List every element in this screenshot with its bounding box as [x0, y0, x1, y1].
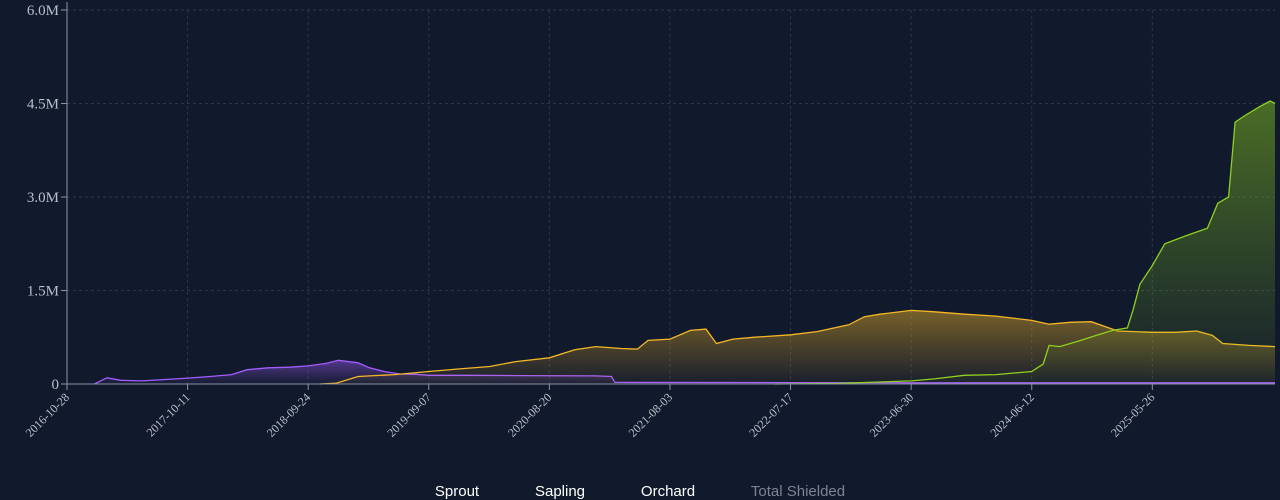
series-area-orchard: [774, 101, 1275, 384]
x-tick-label: 2016-10-28: [23, 390, 72, 439]
x-tick-label: 2024-06-12: [987, 390, 1036, 439]
y-tick-label: 6.0M: [27, 3, 59, 19]
legend-item-sprout[interactable]: Sprout: [434, 483, 480, 500]
x-tick-label: 2020-08-20: [505, 390, 554, 439]
y-tick-label: 4.5M: [27, 97, 59, 113]
legend-item-total-shielded[interactable]: Total Shielded: [750, 483, 846, 500]
x-tick-label: 2021-08-03: [626, 390, 675, 439]
x-tick-label: 2017-10-11: [144, 390, 193, 439]
chart-canvas: 0 1.5M 3.0M 4.5M 6.0M 2016-10-28 2017-10-11 201…: [23, 2, 1276, 440]
x-tick-label: 2023-06-30: [867, 390, 916, 439]
x-tick-label: 2022-07-17: [746, 390, 795, 439]
y-tick-label: 3.0M: [27, 190, 59, 206]
legend-item-sapling[interactable]: Sapling: [534, 483, 586, 500]
x-tick-label: 2025-05-26: [1108, 390, 1157, 439]
y-tick-label: 1.5M: [27, 284, 59, 300]
legend-item-orchard[interactable]: Orchard: [640, 483, 696, 500]
chart-legend: Sprout Sapling Orchard Total Shielded: [0, 480, 1280, 500]
series-line-orchard: [774, 100, 1276, 385]
y-tick-label: 0: [52, 377, 60, 393]
x-tick-label: 2019-09-07: [384, 390, 433, 439]
series-area-sapling: [320, 310, 1275, 384]
x-tick-label: 2018-09-24: [264, 390, 313, 439]
